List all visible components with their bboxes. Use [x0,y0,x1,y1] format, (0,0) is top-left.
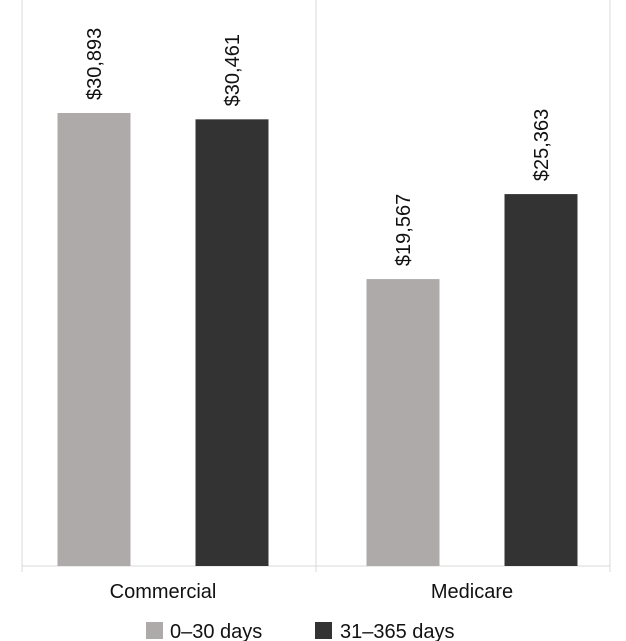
bars-layer [57,113,578,567]
legend-swatch-series-1 [146,622,163,639]
category-label-medicare: Medicare [431,581,513,603]
legend-label-series-2: 31–365 days [340,621,455,641]
data-label-medicare-series-1: $19,567 [393,194,415,266]
legend: 0–30 days 31–365 days [146,621,455,641]
data-label-commercial-series-2: $30,461 [222,34,244,106]
bar-commercial-series-2 [195,119,269,566]
legend-label-series-1: 0–30 days [170,621,262,641]
legend-swatch-series-2 [315,622,332,639]
data-labels-layer: $30,893 $19,567 $30,461 $25,363 [84,28,553,266]
bar-medicare-series-1 [366,279,440,566]
bar-commercial-series-1 [57,113,131,566]
bar-medicare-series-2 [504,194,578,567]
data-label-commercial-series-1: $30,893 [84,28,106,100]
data-label-medicare-series-2: $25,363 [531,109,553,181]
category-labels-layer: Commercial Medicare [110,581,513,603]
category-label-commercial: Commercial [110,581,217,603]
